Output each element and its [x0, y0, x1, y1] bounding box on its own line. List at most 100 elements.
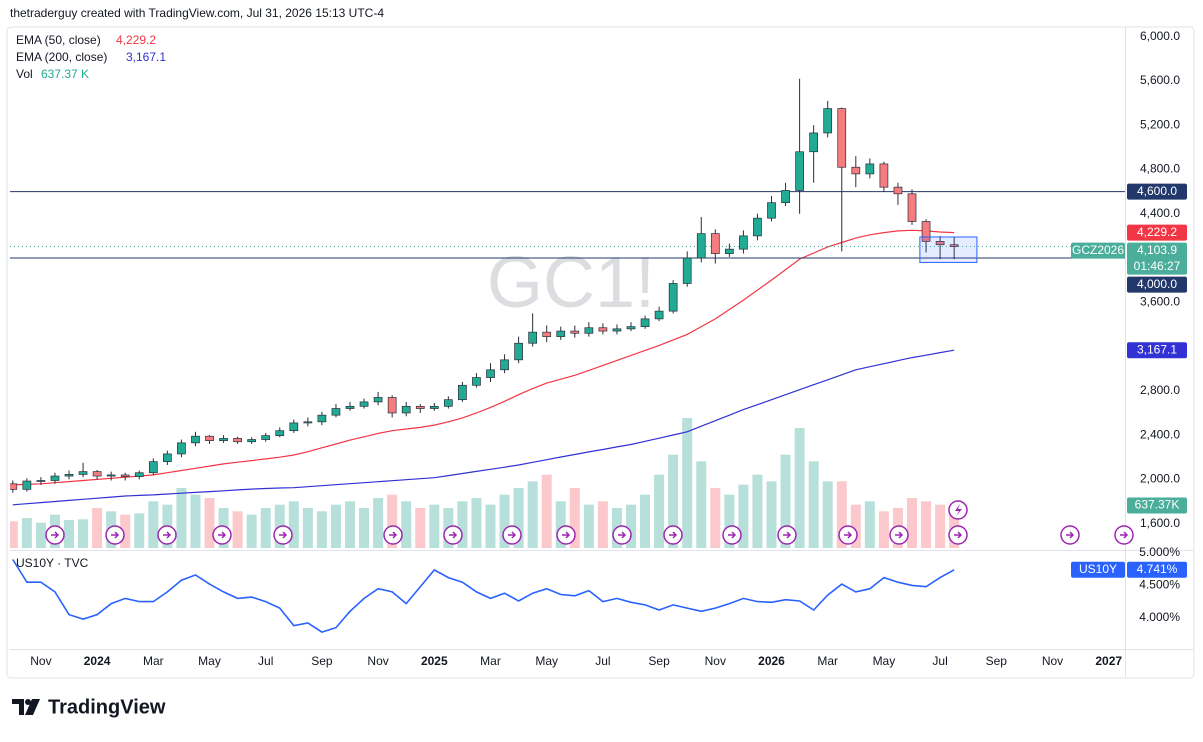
- volume-bar: [555, 501, 566, 548]
- symbol-badge-text: GCZ2026: [1072, 243, 1124, 257]
- event-icon-arrow: [1120, 531, 1129, 539]
- candle-body: [626, 326, 636, 330]
- volume-bar: [148, 501, 159, 548]
- candle-body: [472, 377, 481, 386]
- y2-tick-label: 5.000%: [1139, 545, 1180, 559]
- candle-body: [303, 421, 313, 424]
- candle-body: [92, 471, 102, 477]
- volume-bar: [415, 508, 426, 548]
- chart-frame: [6, 26, 1195, 679]
- volume-bar: [780, 454, 791, 548]
- footer-brand: TradingView: [48, 696, 166, 718]
- volume-bar: [120, 514, 131, 548]
- candle-body: [387, 397, 397, 414]
- legend-vol: Vol: [16, 67, 33, 81]
- volume-bar: [387, 494, 398, 548]
- candle-body: [486, 369, 495, 378]
- candle-body: [725, 248, 734, 254]
- candle-body: [851, 166, 861, 175]
- price-badge-text: 01:46:27: [1134, 259, 1181, 273]
- volume-bar: [204, 498, 215, 548]
- event-icon-arrow: [389, 531, 398, 539]
- candle-body: [837, 108, 847, 168]
- symbol-badge: [1071, 561, 1125, 578]
- x-tick-label: Nov: [1042, 654, 1063, 668]
- price-badge: [1127, 183, 1187, 200]
- candle-body: [598, 327, 608, 332]
- candle-body: [289, 422, 299, 432]
- legend-ema200: EMA (200, close): [16, 50, 107, 64]
- volume-bar: [513, 488, 524, 548]
- volume-bar: [35, 522, 46, 548]
- price-badge: [1127, 224, 1187, 241]
- y-tick-label: 2,000.0: [1140, 472, 1180, 486]
- candle-body: [556, 330, 566, 337]
- candle-body: [177, 442, 186, 455]
- event-icon-arrow: [783, 531, 792, 539]
- sub-pane: [12, 559, 955, 633]
- event-icon-arrow: [562, 531, 571, 539]
- candle-body: [444, 399, 453, 407]
- x-tick-label: May: [873, 654, 896, 668]
- candle-body: [78, 471, 88, 475]
- x-tick-label: Mar: [480, 654, 501, 668]
- volume-bar: [668, 454, 679, 548]
- price-badge: [1127, 276, 1187, 293]
- volume-bar: [654, 474, 665, 548]
- price-badge: [1127, 242, 1187, 275]
- x-tick-label: 2025: [421, 654, 448, 668]
- volume-bar: [302, 508, 313, 548]
- candle-body: [458, 384, 467, 401]
- volume-bar: [878, 511, 889, 548]
- volume-bar: [682, 418, 693, 548]
- volume-bar: [752, 474, 763, 548]
- candle-body: [191, 435, 200, 444]
- volume-bar: [597, 501, 608, 548]
- volume-bar: [373, 498, 384, 548]
- x-tick-label: Mar: [817, 654, 838, 668]
- x-tick-label: Jul: [258, 654, 273, 668]
- volume-bar: [808, 461, 819, 548]
- y-tick-label: 3,600.0: [1140, 294, 1180, 308]
- candle-body: [10, 483, 18, 490]
- candle-body: [935, 241, 945, 246]
- candle-body: [949, 244, 959, 247]
- candle-body: [415, 405, 425, 409]
- volume-bar: [485, 504, 496, 548]
- price-badge: [1127, 561, 1187, 578]
- price-badge-text: 4.741%: [1137, 562, 1178, 576]
- x-tick-label: Nov: [705, 654, 726, 668]
- candle-body: [429, 405, 439, 409]
- event-icon-arrow: [728, 531, 737, 539]
- volume-bar: [836, 481, 847, 548]
- candle-body: [584, 327, 594, 334]
- candle-body: [809, 132, 819, 153]
- volume-bar: [640, 494, 651, 548]
- y-tick-label: 4,800.0: [1140, 162, 1180, 176]
- x-tick-label: Jul: [932, 654, 947, 668]
- candle-body: [401, 405, 411, 414]
- candle-body: [682, 257, 692, 284]
- x-tick-label: May: [198, 654, 221, 668]
- candle-body: [879, 163, 889, 188]
- candle-body: [795, 151, 804, 191]
- legend-ema200-value: 3,167.1: [126, 50, 166, 64]
- ema-line: [12, 349, 955, 506]
- x-tick-label: Sep: [311, 654, 333, 668]
- y2-tick-label: 4.500%: [1139, 578, 1180, 592]
- volume-bar: [176, 488, 187, 548]
- candle-body: [373, 397, 383, 403]
- sub-title: US10Y · TVC: [16, 556, 89, 570]
- volume-bar: [907, 498, 918, 548]
- candle-body: [106, 474, 116, 477]
- price-badge-text: 4,000.0: [1137, 277, 1177, 291]
- y-tick-label: 5,200.0: [1140, 117, 1180, 131]
- volume-bar: [246, 514, 257, 548]
- volume-bar: [710, 488, 721, 548]
- candle-body: [654, 310, 664, 320]
- volume-bar: [766, 481, 777, 548]
- event-icon-arrow: [895, 531, 904, 539]
- y-tick-label: 1,600.0: [1140, 516, 1180, 530]
- candle-body: [359, 401, 369, 407]
